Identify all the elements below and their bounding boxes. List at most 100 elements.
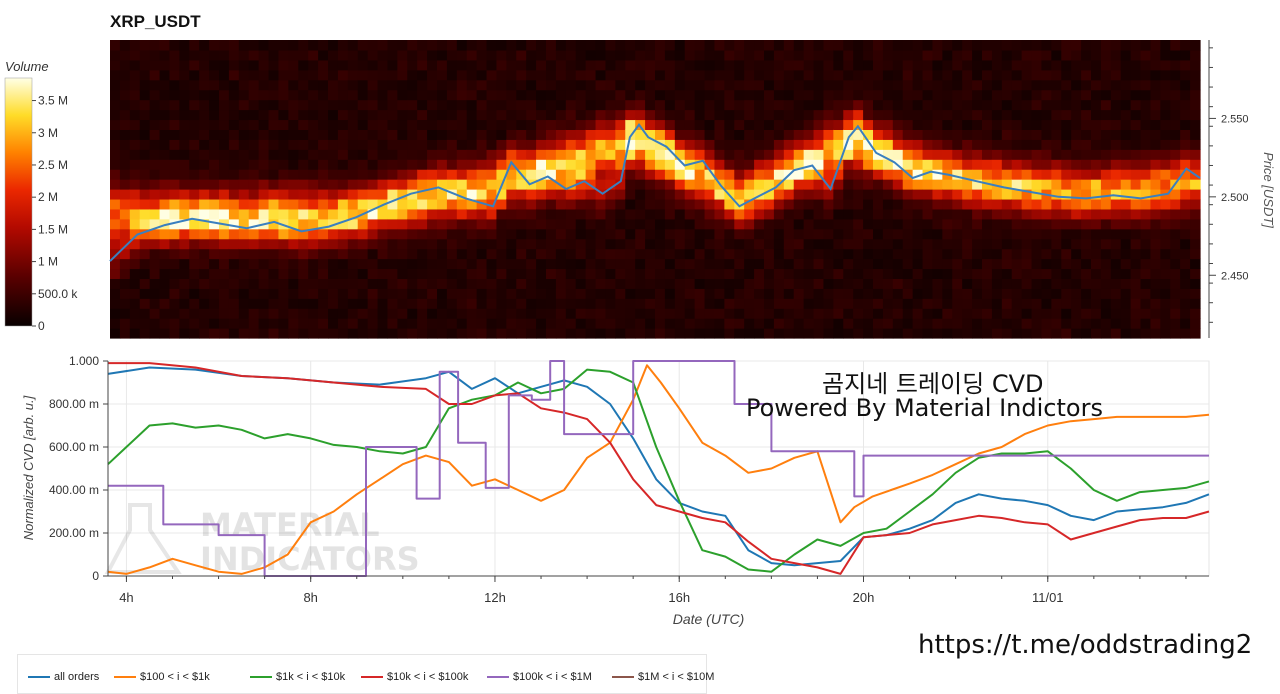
heatmap-cell bbox=[813, 298, 825, 309]
flask-logo-icon bbox=[104, 503, 182, 574]
heatmap-cell bbox=[288, 248, 299, 260]
heatmap-cell bbox=[853, 278, 864, 289]
heatmap-cell bbox=[1081, 129, 1092, 140]
heatmap-cell bbox=[833, 208, 844, 220]
heatmap-cell bbox=[585, 189, 597, 200]
heatmap-cell bbox=[783, 218, 795, 230]
heatmap-cell bbox=[912, 298, 924, 309]
heatmap-cell bbox=[1110, 119, 1122, 130]
heatmap-cell bbox=[1011, 109, 1023, 121]
heatmap-cell bbox=[1170, 298, 1181, 309]
heatmap-cell bbox=[882, 318, 894, 329]
legend-item[interactable]: $100k < i < $1M bbox=[487, 671, 592, 683]
heatmap-cell bbox=[1170, 119, 1181, 130]
heatmap-cell bbox=[456, 59, 468, 71]
heatmap-cell bbox=[1061, 89, 1072, 101]
heatmap-cell bbox=[1051, 159, 1062, 170]
heatmap-cell bbox=[972, 129, 983, 140]
heatmap-cell bbox=[268, 268, 280, 279]
heatmap-cell bbox=[645, 288, 656, 299]
heatmap-cell bbox=[912, 79, 924, 91]
heatmap-cell bbox=[129, 139, 141, 150]
heatmap-cell bbox=[734, 79, 745, 91]
heatmap-cell bbox=[139, 139, 151, 150]
heatmap-cell bbox=[783, 99, 795, 111]
heatmap-cell bbox=[605, 159, 616, 170]
heatmap-cell bbox=[258, 159, 270, 170]
heatmap-cell bbox=[1100, 99, 1112, 111]
legend-label: $100k < i < $1M bbox=[513, 671, 592, 683]
heatmap-cell bbox=[476, 159, 488, 170]
heatmap-cell bbox=[972, 318, 983, 329]
legend-item[interactable]: $1k < i < $10k bbox=[250, 671, 345, 683]
heatmap-cell bbox=[902, 129, 914, 140]
heatmap-cell bbox=[238, 278, 250, 289]
heatmap-cell bbox=[486, 318, 498, 329]
heatmap-cell bbox=[179, 149, 190, 160]
heatmap-cell bbox=[1170, 89, 1181, 101]
heatmap-cell bbox=[764, 218, 775, 230]
heatmap-cell bbox=[357, 149, 369, 160]
heatmap-cell bbox=[575, 328, 587, 339]
heatmap-cell bbox=[437, 288, 448, 299]
heatmap-cell bbox=[1100, 288, 1112, 299]
heatmap-cell bbox=[635, 189, 646, 200]
heatmap-cell bbox=[318, 79, 329, 91]
heatmap-cell bbox=[684, 198, 696, 210]
heatmap-cell bbox=[189, 268, 200, 279]
heatmap-cell bbox=[377, 298, 389, 309]
heatmap-cell bbox=[308, 40, 319, 51]
heatmap-cell bbox=[219, 328, 230, 339]
legend-swatch bbox=[250, 676, 272, 678]
heatmap-cell bbox=[456, 258, 468, 270]
heatmap-cell bbox=[1061, 328, 1072, 339]
heatmap-cell bbox=[1021, 109, 1033, 121]
heatmap-cell bbox=[605, 218, 616, 230]
heatmap-cell bbox=[625, 109, 636, 121]
heatmap-cell bbox=[783, 318, 795, 329]
heatmap-cell bbox=[962, 308, 973, 319]
legend-item[interactable]: $100 < i < $1k bbox=[114, 671, 210, 683]
heatmap-cell bbox=[139, 40, 151, 51]
heatmap-cell bbox=[714, 99, 725, 111]
heatmap-cell bbox=[1190, 89, 1201, 101]
heatmap-cell bbox=[298, 198, 309, 210]
heatmap-cell bbox=[129, 258, 141, 270]
legend-item[interactable]: $1M < i < $10M bbox=[612, 671, 714, 683]
heatmap-cell bbox=[982, 139, 993, 150]
heatmap-cell bbox=[288, 318, 299, 329]
heatmap-cell bbox=[892, 189, 904, 200]
heatmap-cell bbox=[565, 298, 577, 309]
heatmap-cell bbox=[803, 278, 815, 289]
heatmap-cell bbox=[625, 69, 636, 81]
heatmap-cell bbox=[110, 109, 121, 121]
heatmap-cell bbox=[1031, 318, 1043, 329]
heatmap-cell bbox=[397, 59, 408, 71]
heatmap-cell bbox=[972, 119, 983, 130]
heatmap-cell bbox=[169, 208, 180, 220]
heatmap-cell bbox=[952, 79, 963, 91]
heatmap-cell bbox=[823, 169, 834, 180]
legend-item[interactable]: $10k < i < $100k bbox=[361, 671, 468, 683]
heatmap-cell bbox=[982, 238, 993, 250]
heatmap-cell bbox=[744, 298, 755, 309]
legend-item[interactable]: all orders bbox=[28, 671, 99, 683]
heatmap-cell bbox=[833, 119, 844, 130]
heatmap-cell bbox=[863, 258, 874, 270]
heatmap-cell bbox=[1130, 248, 1142, 260]
heatmap-cell bbox=[1150, 169, 1161, 180]
heatmap-cell bbox=[347, 328, 359, 339]
heatmap-cell bbox=[149, 288, 161, 299]
heatmap-cell bbox=[813, 159, 825, 170]
heatmap-cell bbox=[110, 79, 121, 91]
heatmap-cell bbox=[595, 228, 607, 240]
telegram-url[interactable]: https://t.me/oddstrading2 bbox=[918, 630, 1253, 660]
heatmap-cell bbox=[169, 129, 180, 140]
heatmap-cell bbox=[823, 119, 834, 130]
heatmap-cell bbox=[813, 149, 825, 160]
heatmap-cell bbox=[952, 308, 963, 319]
heatmap-cell bbox=[179, 69, 190, 81]
heatmap-cell bbox=[288, 228, 299, 240]
heatmap-cell bbox=[694, 159, 706, 170]
heatmap-cell bbox=[476, 169, 488, 180]
